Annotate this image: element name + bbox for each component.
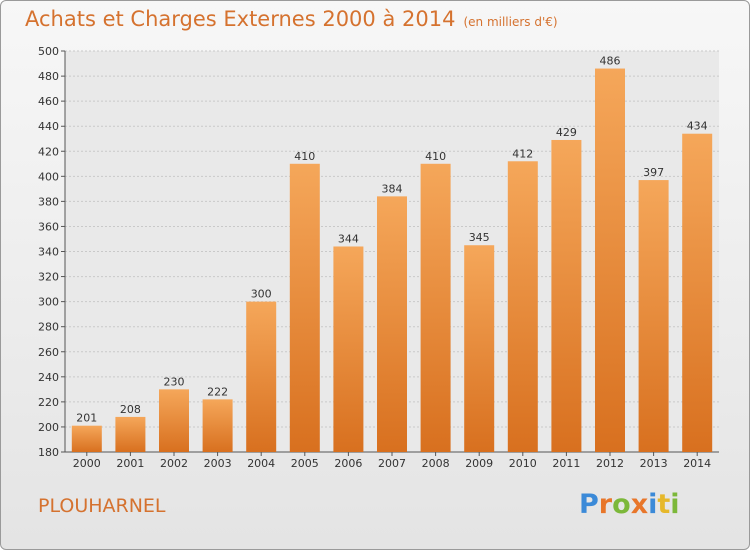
y-tick-label: 440 [38, 120, 59, 133]
place-name: PLOUHARNEL [38, 495, 166, 517]
data-label: 201 [76, 412, 97, 425]
y-tick-label: 260 [38, 346, 59, 359]
chart-subtitle: (en milliers d'€) [463, 15, 558, 29]
y-tick-label: 400 [38, 170, 59, 183]
y-tick-label: 180 [38, 446, 59, 459]
bar [333, 246, 364, 452]
data-label: 412 [512, 147, 533, 160]
y-tick-label: 220 [38, 396, 59, 409]
x-tick-label: 2002 [160, 457, 188, 470]
bar [638, 180, 669, 452]
x-tick-label: 2004 [247, 457, 275, 470]
logo-letter: t [657, 489, 671, 520]
x-tick-label: 2013 [640, 457, 668, 470]
bar [464, 245, 495, 452]
y-tick-label: 420 [38, 145, 59, 158]
y-tick-label: 320 [38, 271, 59, 284]
y-tick-label: 300 [38, 296, 59, 309]
logo-letter: i [648, 489, 658, 520]
bar [507, 161, 538, 452]
x-tick-label: 2009 [465, 457, 493, 470]
x-tick-label: 2014 [683, 457, 711, 470]
logo-letter: r [598, 489, 613, 520]
x-tick-label: 2005 [291, 457, 319, 470]
bar [595, 68, 625, 452]
data-label: 429 [556, 126, 577, 139]
data-label: 410 [294, 150, 315, 163]
logo-letter: x [630, 489, 649, 520]
x-tick-label: 2011 [552, 457, 580, 470]
data-label: 344 [338, 232, 359, 245]
data-label: 230 [164, 375, 185, 388]
bar [159, 389, 189, 452]
y-tick-label: 200 [38, 421, 59, 434]
y-tick-label: 460 [38, 95, 59, 108]
y-tick-label: 360 [38, 220, 59, 233]
x-tick-label: 2010 [509, 457, 537, 470]
bar [115, 416, 146, 452]
x-tick-label: 2000 [73, 457, 101, 470]
data-label: 300 [251, 288, 272, 301]
chart-title-text: Achats et Charges Externes 2000 à 2014 [25, 7, 456, 31]
proxiti-logo: Proxiti [579, 489, 680, 520]
data-label: 486 [600, 55, 621, 68]
x-tick-label: 2007 [378, 457, 406, 470]
bar [551, 139, 582, 453]
data-label: 384 [382, 182, 403, 195]
data-label: 222 [207, 385, 228, 398]
bar [202, 399, 233, 452]
bar [420, 163, 451, 452]
y-tick-label: 480 [38, 70, 59, 83]
logo-letter: o [612, 489, 631, 520]
x-tick-label: 2006 [334, 457, 362, 470]
data-label: 208 [120, 403, 141, 416]
x-tick-label: 2008 [422, 457, 450, 470]
chart-title: Achats et Charges Externes 2000 à 2014 (e… [25, 7, 558, 31]
bar [377, 196, 407, 452]
data-label: 410 [425, 150, 446, 163]
data-label: 397 [643, 166, 664, 179]
x-tick-label: 2003 [204, 457, 232, 470]
y-tick-label: 240 [38, 371, 59, 384]
bar [682, 133, 713, 453]
logo-letter: i [670, 489, 680, 520]
x-tick-label: 2001 [116, 457, 144, 470]
bar [246, 301, 277, 452]
data-label: 345 [469, 231, 490, 244]
y-tick-label: 500 [38, 45, 59, 58]
y-tick-label: 340 [38, 246, 59, 259]
bar [289, 163, 320, 452]
x-tick-label: 2012 [596, 457, 624, 470]
logo-letter: P [579, 489, 599, 520]
y-tick-label: 280 [38, 321, 59, 334]
y-tick-label: 380 [38, 195, 59, 208]
bar [71, 425, 102, 452]
data-label: 434 [687, 120, 708, 133]
